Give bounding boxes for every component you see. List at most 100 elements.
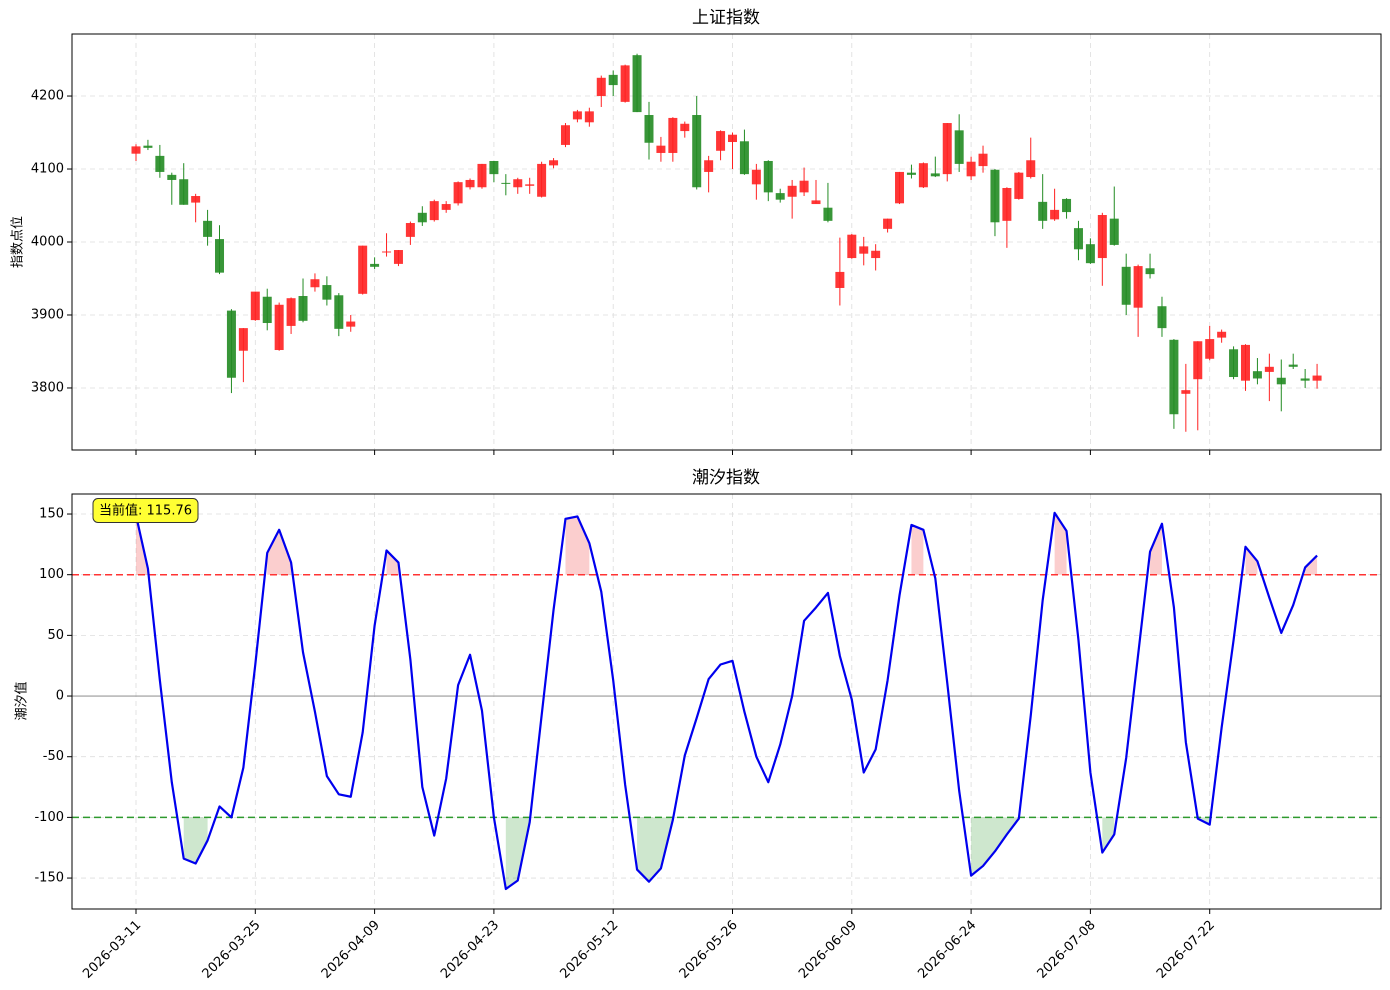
x-tick-label: 2026-03-11 (80, 918, 144, 982)
candle-body (1288, 364, 1298, 367)
threshold-fill (1305, 555, 1318, 575)
candle-body (716, 131, 726, 151)
candle-body (405, 223, 415, 237)
candle-body (632, 55, 642, 113)
y-tick-label: 100 (39, 567, 64, 582)
y-tick-label: 4200 (31, 89, 64, 104)
threshold-fill (183, 817, 208, 864)
y-tick-label: -50 (43, 749, 64, 764)
candle-body (501, 182, 511, 184)
candle-body (918, 163, 928, 188)
candle-body (704, 160, 714, 172)
annotation-box (92, 498, 199, 523)
candle-body (358, 245, 368, 294)
candle-body (871, 250, 881, 259)
y-tick-label: -100 (34, 810, 64, 825)
candle-body (1229, 349, 1239, 378)
candle-body (1085, 244, 1095, 264)
candle-body (620, 65, 630, 102)
threshold-fill (267, 529, 292, 575)
candle-body (811, 200, 821, 205)
threshold-fill (386, 550, 399, 575)
x-tick-label: 2026-05-26 (677, 918, 741, 982)
x-tick-label: 2026-06-24 (915, 918, 979, 982)
candle-body (465, 179, 475, 188)
candle-body (238, 328, 248, 351)
candle-body (1181, 390, 1191, 394)
candle-body (1073, 228, 1083, 250)
candle-body (1169, 339, 1179, 415)
candle-body (441, 204, 451, 210)
candle-body (1300, 378, 1310, 381)
candle-body (787, 185, 797, 197)
candle-body (1205, 339, 1215, 359)
candle-body (489, 160, 499, 175)
candle-body (322, 285, 332, 300)
candle-body (1038, 201, 1048, 221)
candle-body (1133, 266, 1143, 308)
candle-body (906, 172, 916, 175)
candle-body (692, 115, 702, 188)
line (134, 511, 1318, 891)
candle-body (203, 220, 213, 237)
candle-body (680, 123, 690, 132)
y-tick-label: 4100 (31, 162, 64, 177)
candle-body (1252, 371, 1262, 379)
candle-body (453, 182, 463, 204)
candle-body (334, 295, 344, 329)
candle-body (966, 161, 976, 177)
candle-body (1217, 331, 1227, 338)
x-tick-label: 2026-03-25 (200, 918, 264, 982)
plot-frame (71, 33, 1382, 451)
candle-body (525, 184, 535, 186)
candle-body (1121, 266, 1131, 305)
candle-body (179, 179, 189, 205)
candle-body (1193, 341, 1203, 380)
candle-body (823, 207, 833, 221)
candle-body (143, 145, 153, 148)
candle-body (155, 155, 165, 172)
candle-body (1014, 172, 1024, 199)
candle-body (310, 279, 320, 288)
candle-body (644, 115, 654, 143)
candle-body (286, 298, 296, 326)
candle-body (763, 160, 773, 193)
candle-body (560, 125, 570, 145)
y-tick-label: -150 (34, 871, 64, 886)
threshold-fill (505, 817, 530, 889)
candle-body (942, 123, 952, 175)
candle-body (739, 141, 749, 175)
y-tick-label: 3900 (31, 307, 64, 322)
candle-body (417, 212, 427, 223)
x-tick-label: 2026-07-08 (1035, 918, 1099, 982)
candle-body (608, 74, 618, 86)
candle-body (751, 169, 761, 185)
candle-body (477, 163, 487, 188)
candle-body (1157, 306, 1167, 329)
candle-body (596, 77, 606, 97)
y-axis-label: 潮汐值 (14, 681, 30, 720)
chart-title: 潮汐指数 (692, 468, 760, 488)
y-tick-label: 150 (39, 507, 64, 522)
threshold-fill (637, 817, 673, 882)
candle-body (1240, 344, 1250, 381)
y-tick-label: 4000 (31, 235, 64, 250)
x-tick-label: 2026-05-12 (557, 918, 621, 982)
candle-body (572, 111, 582, 120)
threshold-fill (565, 516, 590, 575)
candle-body (835, 271, 845, 288)
candle-body (346, 321, 356, 327)
candle-body (1062, 198, 1072, 213)
candle-body (549, 160, 559, 166)
candle-body (584, 111, 594, 123)
candle-body (191, 196, 201, 203)
candle-body (1026, 160, 1036, 178)
candle-body (930, 173, 940, 177)
candle-body (215, 239, 225, 273)
threshold-fill (911, 524, 924, 575)
candle-body (1002, 187, 1012, 221)
candle-body (1050, 209, 1060, 220)
candle-body (1312, 375, 1322, 381)
x-tick-label: 2026-07-22 (1154, 918, 1218, 982)
